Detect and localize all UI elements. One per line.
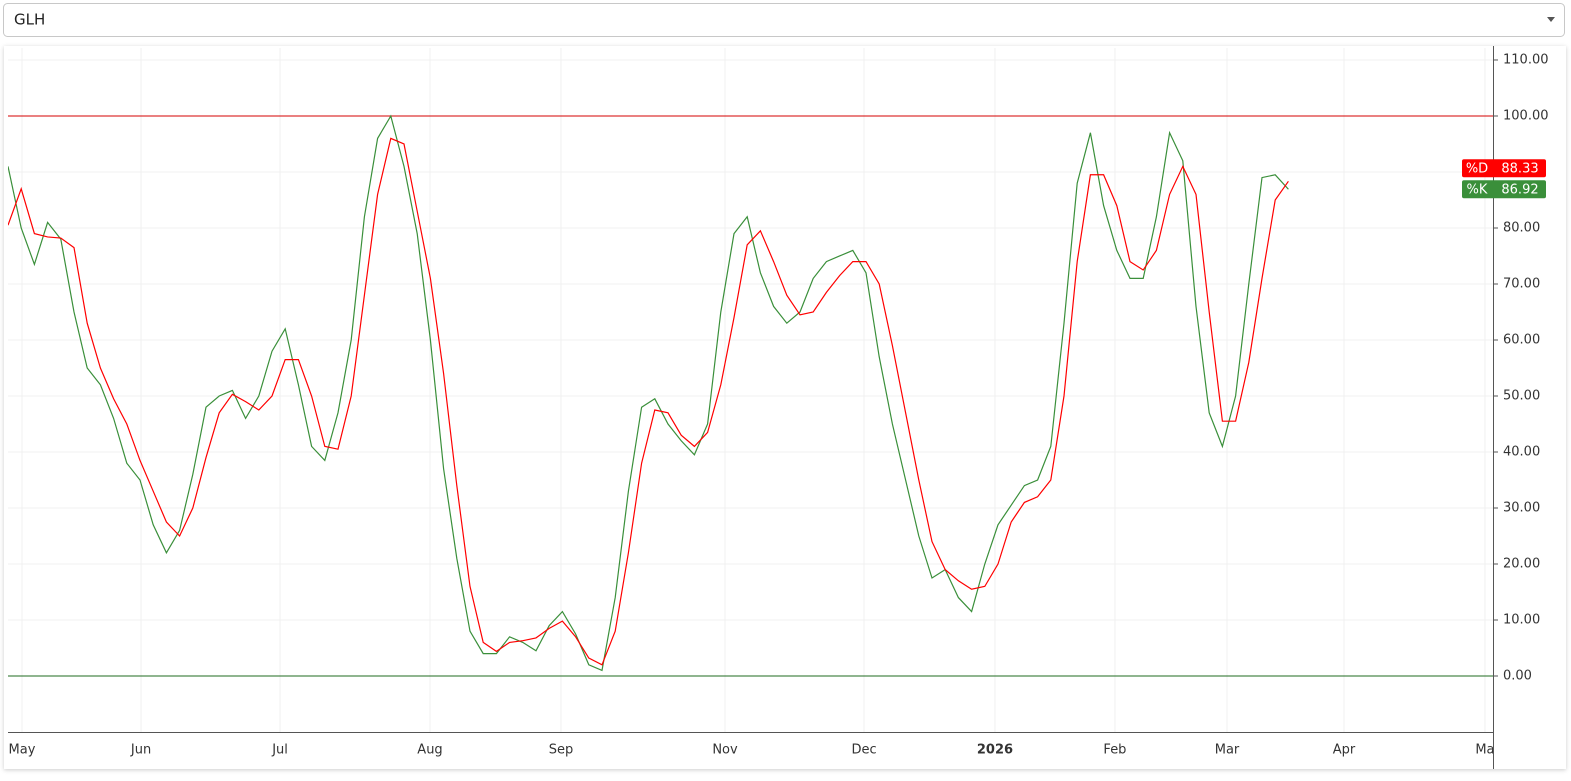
y-tick-label: 50.00 — [1503, 388, 1540, 403]
x-tick-label: Sep — [549, 743, 574, 758]
x-tick-label: Ma — [1475, 743, 1494, 758]
x-tick-label: Aug — [417, 743, 442, 758]
series-line — [8, 137, 1289, 666]
dropdown-value: GLH — [14, 11, 45, 29]
chart-panel — [4, 46, 1566, 769]
value-tag — [1462, 180, 1546, 199]
y-tick-label: 30.00 — [1503, 500, 1540, 515]
x-tick-label: 2026 — [977, 743, 1013, 758]
tag-series-name: %K — [1467, 183, 1488, 198]
x-tick-label: Nov — [712, 743, 738, 758]
y-tick-label: 110.00 — [1503, 52, 1549, 67]
value-tag — [1462, 159, 1546, 178]
x-tick-label: May — [9, 743, 36, 758]
x-tick-label: Jun — [130, 743, 151, 758]
y-tick-label: 0.00 — [1503, 668, 1532, 683]
dropdown[interactable]: GLH — [3, 3, 1565, 37]
x-tick-label: Feb — [1103, 743, 1126, 758]
tag-value: 88.33 — [1501, 162, 1538, 177]
y-tick-label: 70.00 — [1503, 276, 1540, 291]
plot-area — [8, 114, 1493, 677]
dropdown-arrow — [1547, 17, 1555, 22]
x-tick-label: Mar — [1215, 743, 1240, 758]
y-tick-label: 10.00 — [1503, 612, 1540, 627]
tag-value: 86.92 — [1501, 183, 1538, 198]
y-tick-label: 60.00 — [1503, 332, 1540, 347]
y-tick-label: 40.00 — [1503, 444, 1540, 459]
x-tick-label: Dec — [851, 743, 876, 758]
y-tick-label: 20.00 — [1503, 556, 1540, 571]
x-tick-label: Jul — [271, 743, 288, 758]
x-tick-label: Apr — [1333, 743, 1356, 758]
tag-series-name: %D — [1466, 162, 1488, 177]
time-axis: May Jun Jul Aug Sep Nov Dec 2026 Feb Mar Apr Ma — [9, 743, 1494, 758]
series-line — [8, 114, 1289, 672]
last-value-tags: %D 88.33 %K 86.92 — [1462, 159, 1546, 199]
y-tick-label: 80.00 — [1503, 220, 1540, 235]
dropdown-box[interactable] — [3, 3, 1565, 37]
y-tick-label: 100.00 — [1503, 108, 1549, 123]
